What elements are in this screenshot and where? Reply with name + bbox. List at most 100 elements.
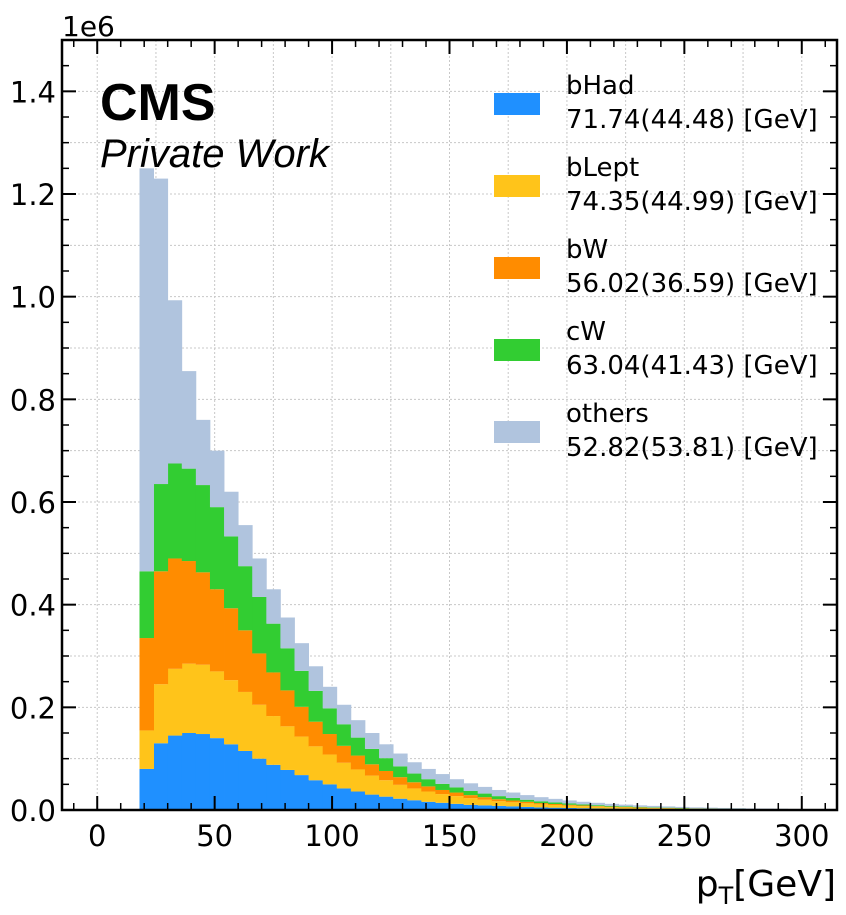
bar-bHad (153, 743, 169, 810)
bar-bW (449, 792, 464, 797)
x-tick-label: 50 (196, 819, 233, 853)
bar-bHad (322, 784, 338, 810)
legend-swatch (494, 421, 540, 443)
bar-bW (224, 608, 239, 681)
legend-item-bLept: bLept 74.35(44.99) [GeV] (494, 153, 818, 217)
bar-others (717, 807, 732, 809)
bar-others (519, 795, 535, 800)
bar-others (505, 792, 521, 798)
bar-cW (477, 793, 493, 798)
bar-bW (491, 799, 507, 802)
bar-cW (308, 690, 324, 722)
bar-cW (505, 797, 521, 801)
x-tick-label: 100 (304, 819, 359, 853)
y-tick-label: 1.4 (10, 75, 56, 109)
bar-others (280, 617, 295, 649)
bar-others (745, 808, 760, 809)
bar-cW (336, 724, 352, 746)
bar-bW (294, 706, 309, 737)
bar-bHad (407, 800, 422, 810)
bar-others (548, 798, 563, 803)
bar-cW (167, 463, 183, 559)
histogram-bars (139, 168, 803, 810)
bar-bW (322, 734, 338, 755)
bar-bW (576, 805, 591, 807)
bar-cW (491, 796, 507, 800)
bar-bW (336, 745, 352, 763)
bar-others (238, 525, 253, 567)
bar-bHad (364, 794, 380, 810)
bar-cW (463, 791, 479, 796)
bar-others (618, 804, 634, 807)
bar-others (435, 774, 450, 784)
bar-others (209, 450, 225, 508)
bar-bHad (238, 750, 253, 810)
bar-bW (534, 803, 549, 805)
y-axis-multiplier: 1e6 (62, 10, 115, 43)
legend-item-bHad: bHad 71.74(44.48) [GeV] (494, 71, 818, 135)
legend-stat: 74.35(44.99) [GeV] (566, 187, 818, 217)
bar-cW (195, 485, 211, 573)
bar-bLept (379, 780, 394, 797)
bar-bLept (308, 746, 324, 781)
bar-cW (280, 648, 295, 691)
bar-bHad (393, 798, 408, 810)
bar-cW (139, 571, 154, 639)
bar-cW (209, 507, 225, 590)
bar-bW (181, 561, 197, 664)
bar-bLept (435, 794, 450, 803)
x-tick-label: 300 (774, 819, 829, 853)
legend-stat: 52.82(53.81) [GeV] (566, 433, 818, 463)
bar-others (562, 800, 577, 804)
bar-bW (209, 589, 225, 672)
bar-bW (364, 764, 380, 776)
bar-others (294, 643, 309, 671)
bar-bLept (449, 796, 464, 804)
bar-bW (463, 795, 479, 799)
legend-label: cW (566, 317, 606, 347)
bar-bLept (421, 791, 436, 802)
bar-others (393, 753, 408, 767)
bar-bLept (618, 807, 634, 809)
bar-bLept (224, 680, 239, 745)
plot-frame: 0 50 100 150 200 250 300 0.0 0.2 0.4 0.6 0.8 1.0 1.2 1… (10, 38, 839, 853)
bar-bW (350, 755, 366, 770)
bar-bLept (181, 663, 197, 733)
y-tick-label: 0.4 (10, 589, 56, 623)
bar-cW (350, 737, 366, 756)
y-tick-label: 1.0 (10, 281, 56, 315)
bar-bW (280, 690, 295, 727)
bar-bLept (632, 807, 648, 809)
bar-bLept (407, 788, 422, 801)
bar-bW (266, 672, 281, 717)
bar-cW (224, 536, 239, 609)
experiment-label: CMS (100, 74, 216, 132)
bar-others (534, 797, 549, 802)
bar-others (224, 491, 239, 537)
bar-bLept (350, 769, 366, 792)
bar-others (153, 178, 169, 485)
bar-others (308, 666, 324, 691)
bar-others (350, 720, 366, 738)
bar-others (195, 419, 211, 486)
bar-bW (153, 571, 169, 685)
bar-bHad (266, 764, 281, 810)
bar-bLept (477, 799, 493, 806)
bar-bHad (435, 802, 450, 810)
bar-others (689, 807, 704, 809)
bar-cW (153, 484, 169, 572)
bar-cW (322, 708, 338, 735)
bar-cW (576, 804, 591, 806)
bar-bLept (252, 704, 267, 759)
bar-bLept (364, 775, 380, 795)
bar-bLept (195, 664, 211, 735)
bar-bLept (393, 784, 408, 799)
y-tick-label: 0.0 (10, 794, 56, 828)
x-axis-label-unit: [GeV] (733, 864, 836, 905)
y-tick-label: 0.8 (10, 383, 56, 417)
bar-bHad (224, 744, 239, 810)
x-axis-label-main: p (696, 864, 719, 905)
bar-bHad (252, 758, 267, 810)
bar-others (181, 371, 197, 469)
bar-bLept (548, 805, 563, 808)
